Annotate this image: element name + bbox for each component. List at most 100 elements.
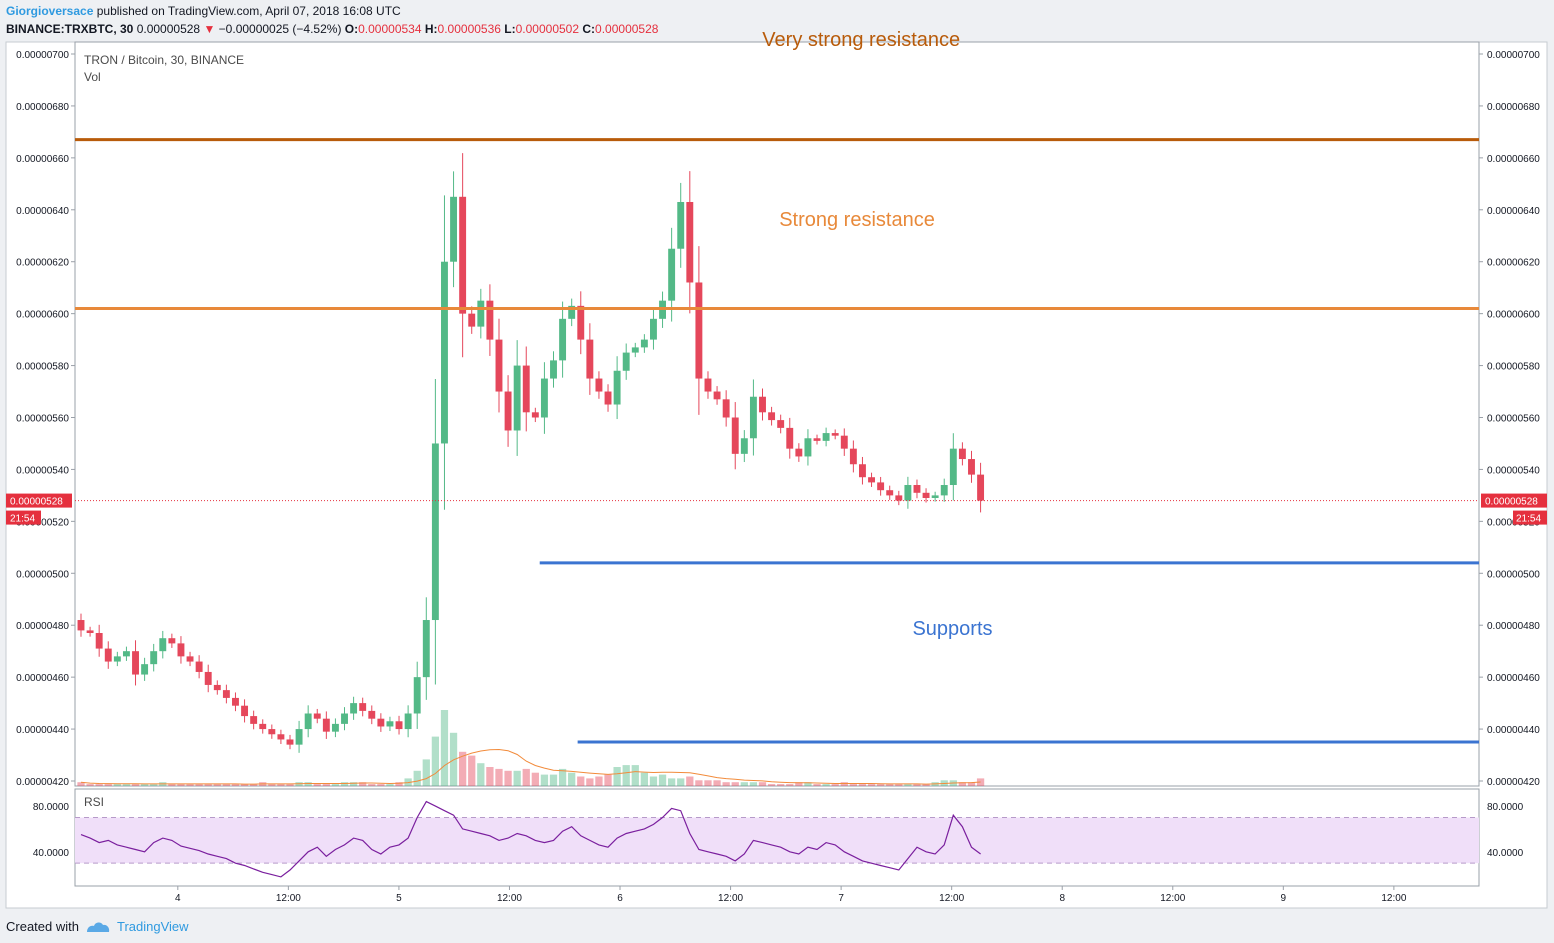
volume-bar	[231, 784, 240, 786]
chart-title: TRON / Bitcoin, 30, BINANCE	[84, 53, 244, 67]
candle-body	[586, 339, 594, 379]
annotation-strong[interactable]: Strong resistance	[779, 209, 935, 231]
volume-bar	[922, 784, 930, 786]
candle-body	[749, 396, 757, 439]
volume-bar	[704, 780, 712, 786]
x-tick-label: 6	[617, 893, 623, 904]
volume-bar	[240, 784, 249, 786]
last-price-label-left: 0.00000528	[10, 497, 63, 508]
y-tick-label-left: 0.00000620	[16, 258, 69, 269]
candle-body	[740, 438, 748, 454]
volume-bar	[749, 782, 758, 786]
volume-bar	[658, 774, 667, 786]
volume-bar	[667, 778, 676, 786]
volume-bar	[340, 782, 349, 786]
annotation-very_strong[interactable]: Very strong resistance	[762, 29, 960, 51]
volume-bar	[677, 778, 685, 786]
y-tick-label-right: 0.00000420	[1487, 777, 1540, 788]
candle-body	[450, 196, 458, 262]
y-tick-label-left: 0.00000640	[16, 206, 69, 217]
x-tick-label: 8	[1059, 893, 1065, 904]
candle-body	[895, 495, 903, 501]
candle-body	[813, 438, 821, 441]
candle-body	[668, 248, 676, 301]
candle-body	[277, 734, 285, 740]
candle-body	[422, 620, 430, 678]
volume-bar	[431, 736, 440, 786]
volume-bar	[958, 782, 967, 786]
candle-body	[259, 723, 267, 730]
volume-bar	[840, 782, 848, 786]
rsi-path	[80, 800, 981, 878]
volume-bar	[250, 784, 258, 786]
volume-bar	[204, 784, 212, 786]
tradingview-link[interactable]: TradingView	[116, 919, 189, 934]
chart-frame	[5, 41, 1548, 909]
volume-bar	[831, 784, 839, 786]
candle-body	[531, 412, 539, 418]
candle-body	[949, 448, 957, 486]
volume-bar	[586, 778, 594, 786]
y-tick-label-right: 0.00000560	[1487, 414, 1540, 425]
volume-bar	[522, 768, 530, 786]
volume-bar	[849, 784, 858, 786]
volume-bar	[113, 784, 121, 786]
candle-body	[913, 485, 921, 493]
rsi-label: RSI	[84, 795, 104, 809]
candle-body	[831, 433, 839, 436]
candle-body	[168, 638, 176, 644]
volume-bar	[595, 776, 603, 786]
symbol-label[interactable]: BINANCE:TRXBTC, 30	[6, 22, 134, 36]
volume-bar	[131, 784, 140, 786]
high-label: H:	[424, 22, 438, 36]
volume-bar	[359, 782, 367, 786]
low-value: 0.00000502	[515, 22, 580, 36]
candle-body	[150, 651, 158, 665]
y-tick-label-right: 0.00000620	[1487, 258, 1540, 269]
author-link[interactable]: Giorgioversace	[6, 4, 94, 18]
volume-bar	[876, 784, 885, 786]
last-price: 0.00000528	[136, 22, 201, 36]
candle-body	[568, 305, 576, 319]
candle-body	[286, 739, 294, 745]
candle-body	[731, 417, 739, 454]
candle-body	[595, 378, 603, 392]
candle-body	[86, 630, 94, 634]
volume-bar	[631, 765, 639, 786]
candle-body	[713, 391, 721, 400]
candle-body	[431, 443, 439, 621]
volume-bar	[722, 782, 730, 786]
candle-body	[232, 697, 239, 706]
volume-bar	[813, 784, 821, 786]
candle-body	[395, 721, 403, 730]
last-price-tag-right	[1481, 493, 1547, 508]
candle-body	[695, 282, 703, 379]
y-tick-label-right: 0.00000640	[1487, 206, 1540, 217]
volume-bar	[122, 784, 131, 786]
level-lines[interactable]	[75, 138, 1479, 744]
candle-body	[540, 378, 548, 418]
volume-bar	[286, 784, 294, 786]
volume-bar	[804, 782, 812, 786]
candle-body	[313, 713, 321, 719]
candle-body	[304, 713, 312, 730]
volume-bar	[604, 774, 612, 786]
volume-bar	[95, 784, 103, 786]
volume-bar	[177, 784, 185, 786]
candle-body	[222, 690, 230, 698]
rsi-tick-label-left: 80.0000	[33, 802, 70, 813]
volume-bar	[649, 776, 658, 786]
candle-body	[704, 378, 712, 392]
x-tick-label: 4	[175, 893, 181, 904]
candle-body	[477, 300, 485, 327]
timer-label-right: 21:54	[1516, 514, 1541, 525]
candle-body	[504, 391, 512, 431]
candle-body	[977, 474, 985, 501]
annotations[interactable]: Very strong resistance Strong resistance S…	[762, 29, 992, 640]
annotation-support[interactable]: Supports	[912, 618, 992, 640]
volume-bar	[731, 782, 739, 786]
candle-body	[104, 648, 112, 662]
volume-bar	[767, 784, 776, 786]
volume-bar	[440, 710, 449, 786]
